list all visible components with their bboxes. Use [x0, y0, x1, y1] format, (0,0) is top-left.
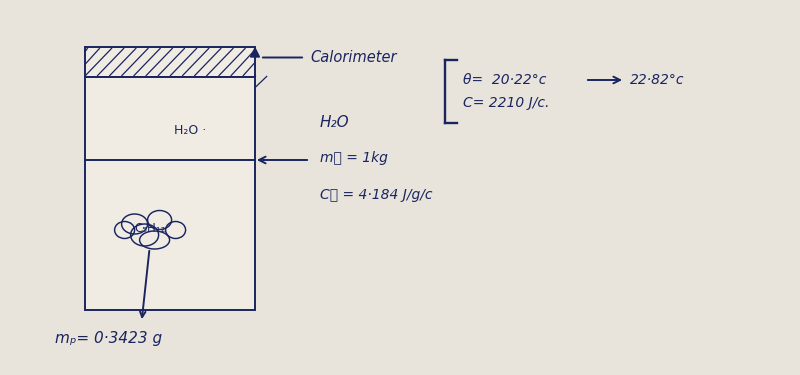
Text: 22·82°c: 22·82°c — [630, 73, 685, 87]
Text: H₂O ·: H₂O · — [174, 123, 206, 136]
Ellipse shape — [122, 214, 148, 234]
Bar — [85, 77, 255, 310]
Ellipse shape — [148, 210, 172, 230]
Ellipse shape — [166, 222, 186, 238]
Polygon shape — [250, 48, 259, 57]
Text: C₅H₁₂: C₅H₁₂ — [134, 222, 166, 234]
Ellipse shape — [139, 231, 170, 249]
Text: C꜀ = 4·184 J/g/c: C꜀ = 4·184 J/g/c — [320, 188, 433, 202]
Text: mₚ= 0·3423 g: mₚ= 0·3423 g — [55, 330, 162, 345]
Text: Calorimeter: Calorimeter — [310, 50, 397, 65]
Text: θ=  20·22°c: θ= 20·22°c — [463, 73, 546, 87]
Text: C= 2210 J/c.: C= 2210 J/c. — [463, 96, 550, 110]
Ellipse shape — [130, 224, 158, 246]
Text: H₂O: H₂O — [320, 114, 350, 129]
Text: m꜀ = 1kg: m꜀ = 1kg — [320, 151, 388, 165]
Ellipse shape — [114, 222, 134, 238]
Bar — [85, 47, 255, 77]
